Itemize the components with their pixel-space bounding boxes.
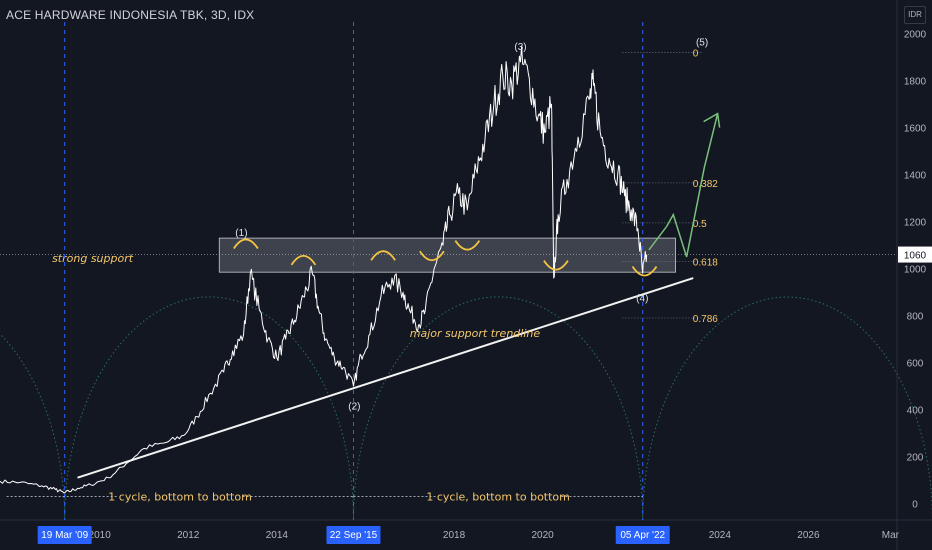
x-tick-4: 2020 [532, 530, 555, 541]
cycle-note-bg-1 [436, 488, 561, 502]
date-marker-badge-1 [326, 526, 381, 544]
price-line [0, 45, 648, 494]
y-tick-0: 0 [912, 500, 918, 511]
support-arc-6 [631, 266, 658, 277]
support-zone [218, 237, 676, 273]
wave-label-0: (1) [235, 228, 247, 239]
y-tick-6: 1200 [904, 218, 927, 229]
currency-badge[interactable]: IDR [904, 6, 926, 24]
x-tick-7: Mar [882, 530, 900, 541]
fib-label-2: 0.5 [693, 219, 707, 230]
support-arc-1 [290, 255, 317, 266]
support-arc-4 [454, 240, 481, 251]
date-marker-label-0: 19 Mar '09 [41, 530, 88, 541]
fib-label-0: 0 [693, 49, 699, 60]
cycle-note-label-0: 1 cycle, bottom to bottom [108, 491, 252, 504]
wave-label-4: (5) [696, 37, 708, 48]
y-tick-2: 400 [907, 406, 924, 417]
cycle-arc-0 [0, 333, 66, 521]
y-tick-1: 200 [907, 453, 924, 464]
date-marker-badge-0 [37, 526, 92, 544]
date-marker-badge-2 [615, 526, 670, 544]
major-trendline [77, 277, 694, 479]
y-tick-10: 2000 [904, 30, 927, 41]
fib-label-1: 0.382 [693, 179, 718, 190]
last-price-label: 1060 [904, 251, 927, 262]
y-tick-5: 1000 [904, 265, 927, 276]
date-marker-label-1: 22 Sep '15 [330, 530, 378, 541]
wave-label-1: (2) [348, 402, 360, 413]
x-tick-6: 2026 [797, 530, 820, 541]
cycle-note-label-1: 1 cycle, bottom to bottom [426, 491, 570, 504]
cycle-arc-1 [64, 296, 354, 521]
wave-label-2: (3) [514, 42, 526, 53]
y-tick-8: 1600 [904, 124, 927, 135]
y-tick-4: 800 [907, 312, 924, 323]
support-arc-2 [370, 250, 396, 261]
x-tick-3: 2018 [443, 530, 466, 541]
date-marker-label-2: 05 Apr '22 [620, 530, 665, 541]
chart-title: ACE HARDWARE INDONESIA TBK, 3D, IDX [6, 8, 255, 22]
last-price-badge [898, 246, 932, 263]
support-arc-5 [543, 260, 569, 271]
x-tick-0: 2010 [89, 530, 112, 541]
x-tick-2: 2014 [266, 530, 289, 541]
projection-path [648, 113, 719, 258]
cycle-arc-3 [642, 296, 932, 521]
cycle-arc-2 [352, 296, 644, 521]
trendline-label: major support trendline [410, 327, 541, 340]
cycle-note-bg-0 [118, 488, 243, 502]
x-tick-5: 2024 [709, 530, 732, 541]
x-tick-1: 2012 [177, 530, 200, 541]
y-tick-9: 1800 [904, 77, 927, 88]
fib-label-3: 0.618 [693, 258, 718, 269]
y-tick-7: 1400 [904, 171, 927, 182]
support-arc-3 [419, 250, 445, 262]
support-arc-0 [233, 238, 259, 249]
y-tick-3: 600 [907, 359, 924, 370]
fib-label-4: 0.786 [693, 314, 718, 325]
projection-arrowhead [703, 112, 721, 128]
wave-label-3: (4) [636, 294, 648, 305]
support-zone-label: strong support [52, 252, 134, 265]
